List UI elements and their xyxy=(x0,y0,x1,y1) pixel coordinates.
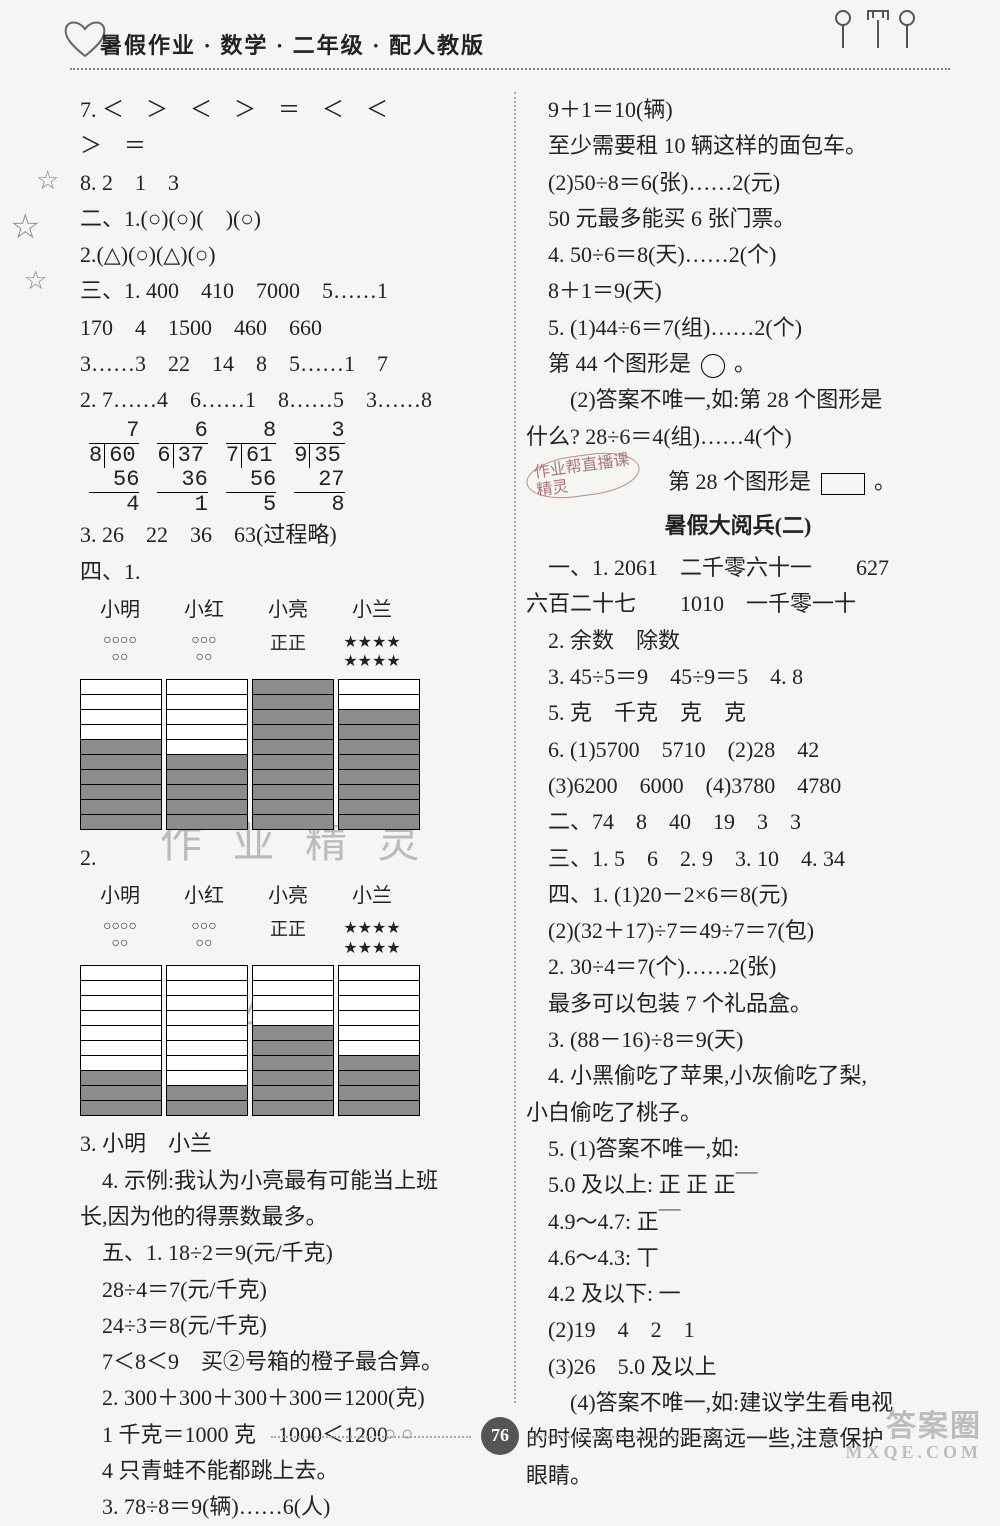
watermark-bottom-right: 答案圈 MXQE.COM xyxy=(846,1410,982,1463)
text-line: 3. 45÷5＝9 45÷9＝5 4. 8 xyxy=(526,659,950,695)
text-line: (2)50÷8＝6(张)……2(元) xyxy=(526,165,950,201)
chart-name: 小亮 xyxy=(248,594,328,627)
watermark-top: 答案圈 xyxy=(886,1410,982,1443)
section-title: 暑假大阅兵(二) xyxy=(526,508,950,544)
chart-name: 小明 xyxy=(80,594,160,627)
bar-chart: 小明小红小亮小兰○○○○○○○○○○○正正★★★★★★★★ xyxy=(80,594,504,830)
text-line: 什么? 28÷6＝4(组)……4(个) xyxy=(526,419,950,455)
text-line: 作业帮直播课精灵 第 28 个图形是 。 xyxy=(526,455,950,500)
text-line: 1 千克＝1000 克 1000＜1200 xyxy=(80,1417,504,1453)
text-line: 2. 余数 除数 xyxy=(526,623,950,659)
text-line: 六百二十七 1010 一千零一十 xyxy=(526,586,950,622)
chart-votes: 正正 xyxy=(248,919,328,959)
page-bubbles-icon: ○ ○ xyxy=(384,1418,413,1451)
text-line: 24÷3＝8(元/千克) xyxy=(80,1308,504,1344)
text-line: 28÷4＝7(元/千克) xyxy=(80,1272,504,1308)
page-title: 暑假作业 · 数学 · 二年级 · 配人教版 xyxy=(100,28,485,64)
chart-votes: ★★★★★★★★ xyxy=(332,633,412,673)
text-line: 四、1. (1)20－2×6＝8(元) xyxy=(526,877,950,913)
right-column: 9＋1＝10(辆) 至少需要租 10 辆这样的面包车。 (2)50÷8＝6(张)… xyxy=(516,92,960,1403)
plant-icons xyxy=(830,8,920,50)
chart-votes: ○○○○○ xyxy=(164,919,244,959)
text-line: 第 44 个图形是 。 xyxy=(526,346,950,382)
text-line: 2. 7……4 6……1 8……5 3……8 xyxy=(80,382,504,418)
chart-name: 小兰 xyxy=(332,594,412,627)
chart-votes: ★★★★★★★★ xyxy=(332,919,412,959)
text-line: 8＋1＝9(天) xyxy=(526,273,950,309)
text-line: 7. ＜ ＞ ＜ ＞ ＝ ＜ ＜ xyxy=(80,92,504,128)
text-line: 最多可以包装 7 个礼品盒。 xyxy=(526,986,950,1022)
left-column: 7. ＜ ＞ ＜ ＞ ＝ ＜ ＜＞ ＝8. 2 1 3二、1.(○)(○)( )… xyxy=(70,92,514,1403)
bar-column xyxy=(338,679,420,830)
page-number-badge: 76 xyxy=(481,1417,519,1455)
text-line: 小白偷吃了桃子。 xyxy=(526,1095,950,1131)
text-line: 3. 26 22 36 63(过程略) xyxy=(80,517,504,553)
text-line: 3……3 22 14 8 5……1 7 xyxy=(80,346,504,382)
text-line: 4 只青蛙不能都跳上去。 xyxy=(80,1453,504,1489)
text-line: (3)6200 6000 (4)3780 4780 xyxy=(526,768,950,804)
text-line: 长,因为他的得票数最多。 xyxy=(80,1199,504,1235)
chart-name: 小亮 xyxy=(248,880,328,913)
text-line: 7＜8＜9 买②号箱的橙子最合算。 xyxy=(80,1344,504,1380)
text-line: (3)26 5.0 及以上 xyxy=(526,1349,950,1385)
text-line: 五、1. 18÷2＝9(元/千克) xyxy=(80,1235,504,1271)
text-line: 4.2 及以下: 一 xyxy=(526,1276,950,1312)
text-line: 4. 小黑偷吃了苹果,小灰偷吃了梨, xyxy=(526,1058,950,1094)
text-line: 5. (1)44÷6＝7(组)……2(个) xyxy=(526,310,950,346)
text-line: 眼睛。 xyxy=(526,1458,950,1494)
text-line: 8. 2 1 3 xyxy=(80,165,504,201)
text-line: 2.(△)(○)(△)(○) xyxy=(80,237,504,273)
text-line: 50 元最多能买 6 张门票。 xyxy=(526,201,950,237)
text-line: 4.9～4.7: 正￣ xyxy=(526,1204,950,1240)
bar-column xyxy=(252,679,334,830)
text-line: 二、74 8 40 19 3 3 xyxy=(526,804,950,840)
text-line: 三、1. 400 410 7000 5……1 xyxy=(80,273,504,309)
text-line: 3. (88－16)÷8＝9(天) xyxy=(526,1022,950,1058)
text-line: 6. (1)5700 5710 (2)28 42 xyxy=(526,732,950,768)
bar-column xyxy=(252,965,334,1116)
stamp-icon: 作业帮直播课精灵 xyxy=(524,447,643,504)
chart-name: 小红 xyxy=(164,594,244,627)
text-line: 一、1. 2061 二千零六十一 627 xyxy=(526,550,950,586)
text-line: 2. xyxy=(80,840,504,876)
text-line: 至少需要租 10 辆这样的面包车。 xyxy=(526,128,950,164)
text-line: 4.6～4.3: 丅 xyxy=(526,1240,950,1276)
text-line: 三、1. 5 6 2. 9 3. 10 4. 34 xyxy=(526,841,950,877)
text-line: 5.0 及以上: 正 正 正￣ xyxy=(526,1167,950,1203)
chart-name: 小红 xyxy=(164,880,244,913)
text-line: 2. 300＋300＋300＋300＝1200(克) xyxy=(80,1380,504,1416)
text-line: (2)19 4 2 1 xyxy=(526,1312,950,1348)
chart-name: 小明 xyxy=(80,880,160,913)
bar-chart: 小明小红小亮小兰○○○○○○○○○○○正正★★★★★★★★ xyxy=(80,880,504,1116)
bar-column xyxy=(166,965,248,1116)
content-columns: 7. ＜ ＞ ＜ ＞ ＝ ＜ ＜＞ ＝8. 2 1 3二、1.(○)(○)( )… xyxy=(70,92,960,1403)
text-line: 3. 78÷8＝9(辆)……6(人) xyxy=(80,1489,504,1525)
bar-column xyxy=(80,965,162,1116)
chart-votes: ○○○○○○ xyxy=(80,919,160,959)
text-line: 170 4 1500 460 660 xyxy=(80,310,504,346)
text-line: ＞ ＝ xyxy=(80,128,504,164)
text-line: 四、1. xyxy=(80,554,504,590)
text-line: 2. 30÷4＝7(个)……2(张) xyxy=(526,949,950,985)
chart-votes: ○○○○○○ xyxy=(80,633,160,673)
bar-column xyxy=(80,679,162,830)
bar-column xyxy=(338,965,420,1116)
bar-column xyxy=(166,679,248,830)
watermark-bottom: MXQE.COM xyxy=(846,1443,982,1463)
chart-name: 小兰 xyxy=(332,880,412,913)
text-line: 二、1.(○)(○)( )(○) xyxy=(80,201,504,237)
text-line: 4. 示例:我认为小亮最有可能当上班 xyxy=(80,1163,504,1199)
header-divider xyxy=(70,68,950,70)
chart-votes: 正正 xyxy=(248,633,328,673)
chart-votes: ○○○○○ xyxy=(164,633,244,673)
text-line: (2)答案不唯一,如:第 28 个图形是 xyxy=(526,382,950,418)
long-division-row: 7860564663736187615653935278 xyxy=(80,419,504,518)
text-line: 5. (1)答案不唯一,如: xyxy=(526,1131,950,1167)
text-line: (2)(32＋17)÷7＝49÷7＝7(包) xyxy=(526,913,950,949)
text-line: 5. 克 千克 克 克 xyxy=(526,695,950,731)
text-line: 4. 50÷6＝8(天)……2(个) xyxy=(526,237,950,273)
text-line: 3. 小明 小兰 xyxy=(80,1126,504,1162)
text-line: 9＋1＝10(辆) xyxy=(526,92,950,128)
